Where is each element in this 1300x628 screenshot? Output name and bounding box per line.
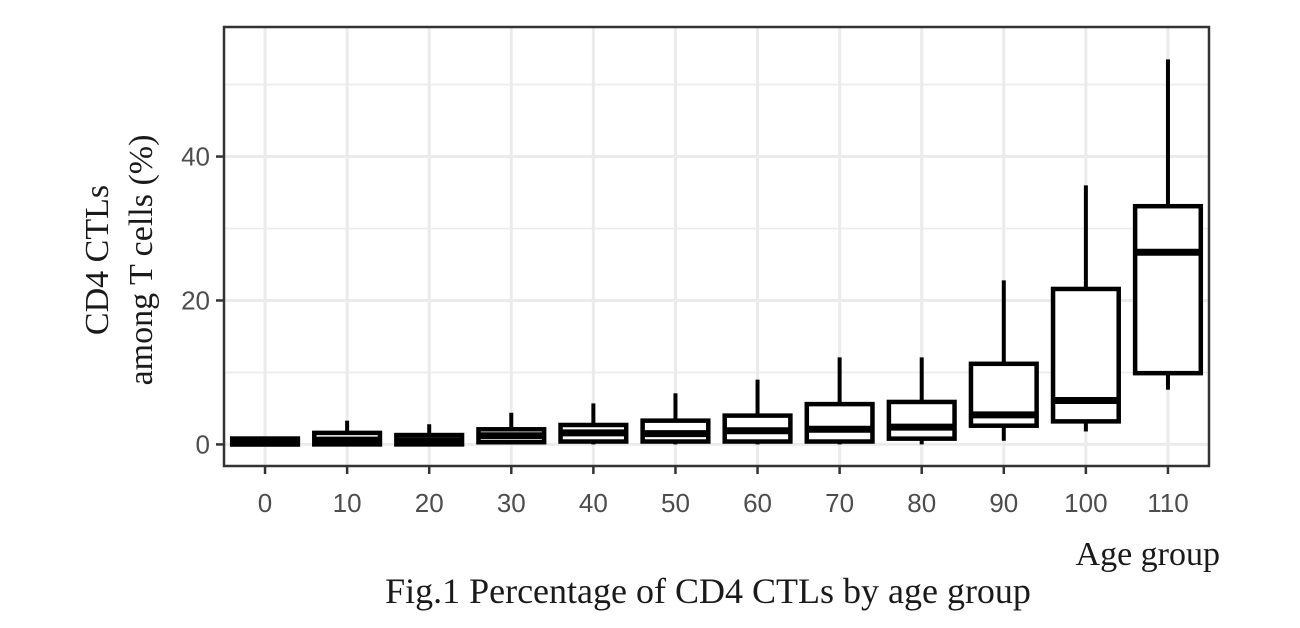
x-tick-label: 70 (825, 488, 854, 518)
x-tick-label: 20 (415, 488, 444, 518)
x-tick-label: 10 (333, 488, 362, 518)
y-axis: 0 20 40 (181, 142, 224, 459)
x-tick-label: 60 (743, 488, 772, 518)
box (1132, 203, 1204, 376)
x-tick-label: 30 (497, 488, 526, 518)
x-axis-label: Age group (1076, 536, 1220, 573)
figure-caption: Fig.1 Percentage of CD4 CTLs by age grou… (385, 571, 1031, 611)
y-tick-label: 40 (181, 142, 210, 172)
box (804, 401, 875, 444)
x-tick-label: 0 (258, 488, 272, 518)
x-tick-label: 80 (907, 488, 936, 518)
x-tick-label: 50 (661, 488, 690, 518)
x-tick-label: 40 (579, 488, 608, 518)
y-tick-label: 20 (181, 285, 210, 315)
y-tick-label: 0 (196, 429, 210, 459)
boxes (229, 59, 1204, 447)
x-tick-label: 100 (1064, 488, 1107, 518)
panel-border (222, 25, 1211, 468)
y-axis-label-line2: among T cells (%) (123, 135, 160, 386)
x-tick-label: 110 (1147, 488, 1188, 518)
y-axis-label-line1: CD4 CTLs (79, 185, 116, 335)
x-axis: 0 10 20 30 40 50 60 70 80 90 100 110 (258, 466, 1189, 518)
box (886, 399, 957, 441)
x-tick-label: 90 (989, 488, 1018, 518)
